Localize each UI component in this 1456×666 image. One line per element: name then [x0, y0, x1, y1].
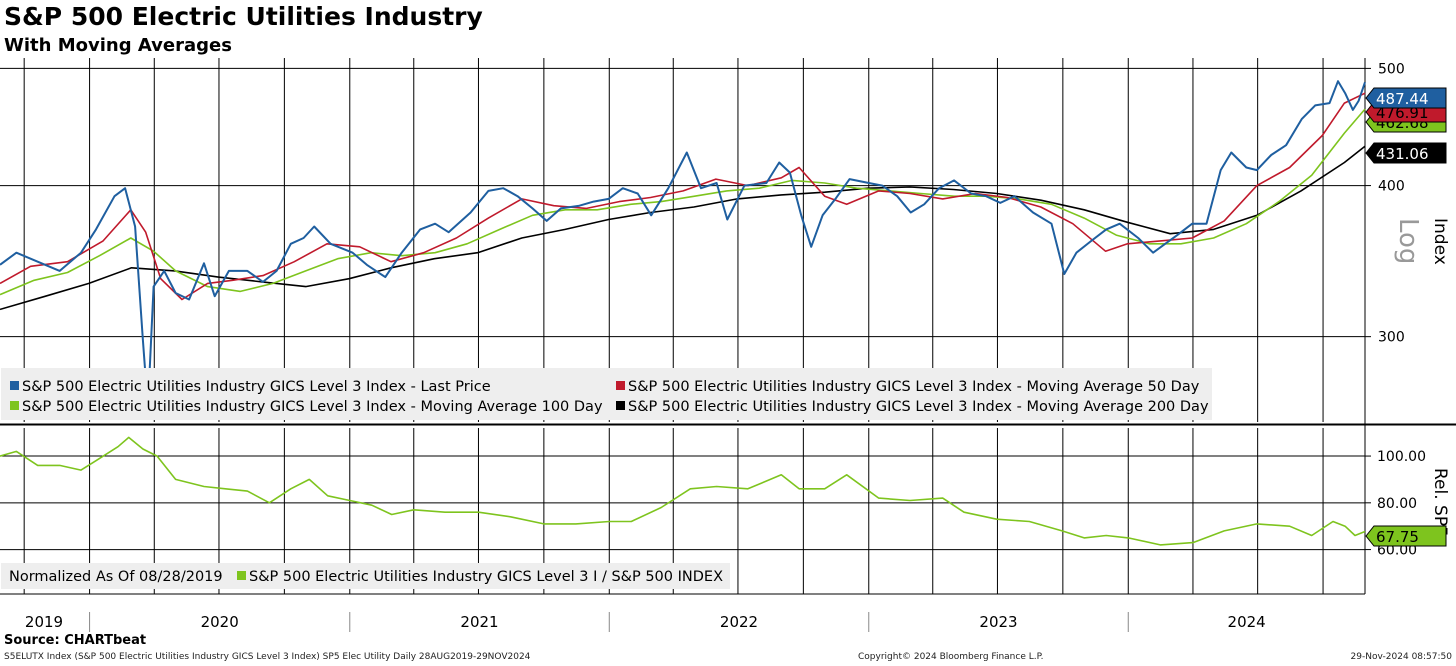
chart-subtitle: With Moving Averages: [4, 35, 232, 56]
price-tag: [1365, 87, 1447, 109]
lower-legend-background: [1, 563, 730, 589]
chart-canvas: 2019 2020 2021 2022 2023 2024 300 400 500 60.00 80…: [0, 58, 1456, 632]
y-tick-label: 80.00: [1377, 496, 1417, 512]
price-line: [0, 80, 1366, 409]
legend-entry: S&P 500 Electric Utilities Industry GICS…: [628, 399, 1209, 415]
copyright-note: Copyright© 2024 Bloomberg Finance L.P.: [858, 652, 1044, 662]
y-tick-label: 400: [1378, 179, 1405, 195]
ma200-line: [0, 145, 1366, 311]
price-value: 487.44: [1376, 90, 1429, 108]
y-axis-title: Rel. SP5: [1430, 468, 1450, 537]
legend-entry: S&P 500 Electric Utilities Industry GICS…: [22, 399, 603, 415]
upper-legend-background: [1, 368, 1212, 420]
ma200-value: 431.06: [1376, 145, 1429, 163]
x-tick-label: 2020: [201, 613, 239, 631]
legend-swatch: [616, 401, 625, 410]
y-tick-label: 300: [1378, 330, 1405, 346]
y-tick-label: 60.00: [1377, 543, 1417, 559]
legend-entry: S&P 500 Electric Utilities Industry GICS…: [22, 379, 491, 395]
ma200-tag: [1365, 142, 1447, 164]
y-tick-label: 500: [1378, 61, 1405, 77]
ma50-line: [0, 92, 1366, 301]
legend-swatch: [10, 381, 19, 390]
x-tick-label: 2021: [460, 613, 498, 631]
timestamp: 29-Nov-2024 08:57:50: [1350, 652, 1452, 662]
legend-swatch: [237, 571, 246, 580]
y-axis-title: Index: [1430, 218, 1450, 265]
x-tick-label: 2022: [720, 613, 758, 631]
log-scale-label: Log: [1393, 218, 1423, 264]
x-tick-label: 2024: [1228, 613, 1266, 631]
chart-title: S&P 500 Electric Utilities Industry: [4, 2, 483, 31]
x-tick-label: 2023: [979, 613, 1017, 631]
relative-value: 67.75: [1376, 528, 1419, 546]
series-description: S5ELUTX Index (S&P 500 Electric Utilitie…: [4, 652, 531, 662]
x-tick-label: 2019: [25, 613, 63, 631]
legend-swatch: [10, 401, 19, 410]
relative-line: [0, 436, 1366, 546]
normalization-note: Normalized As Of 08/28/2019: [9, 569, 223, 585]
y-tick-label: 100.00: [1377, 449, 1426, 465]
legend-entry: S&P 500 Electric Utilities Industry GICS…: [628, 379, 1200, 395]
legend-swatch: [616, 381, 625, 390]
legend-entry: S&P 500 Electric Utilities Industry GICS…: [249, 569, 723, 585]
source-note: Source: CHARTbeat: [4, 633, 147, 648]
relative-tag: [1365, 525, 1447, 547]
